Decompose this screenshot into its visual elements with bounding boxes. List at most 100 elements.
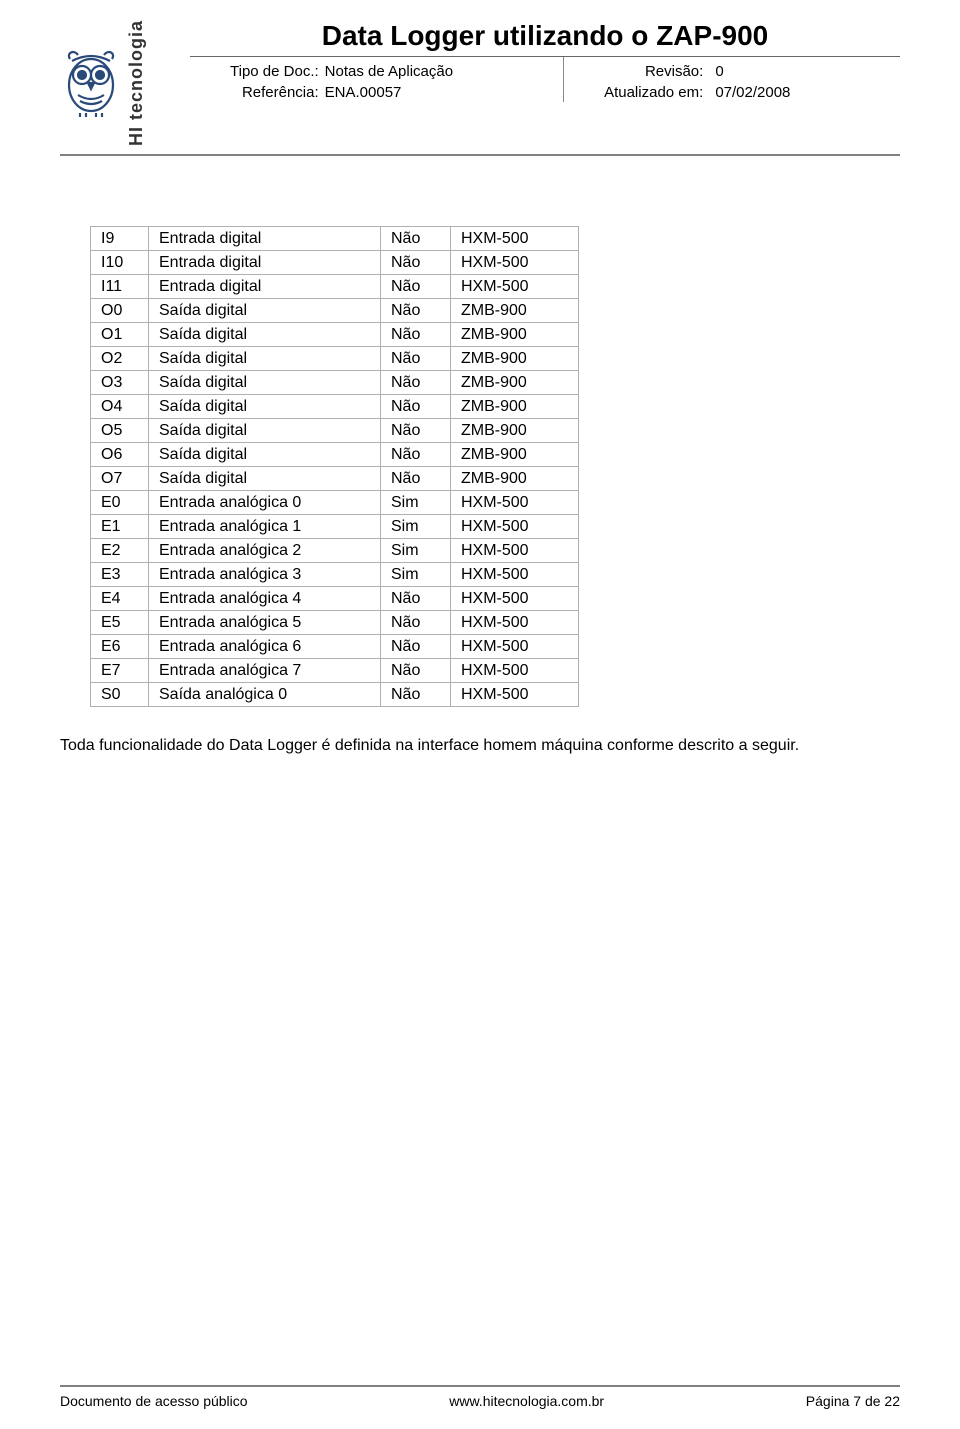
meta-divider — [563, 57, 564, 102]
table-cell: HXM-500 — [451, 491, 579, 515]
table-cell: HXM-500 — [451, 635, 579, 659]
table-cell: Saída digital — [149, 419, 381, 443]
table-cell: Não — [381, 419, 451, 443]
table-cell: ZMB-900 — [451, 443, 579, 467]
table-row: E6Entrada analógica 6NãoHXM-500 — [91, 635, 579, 659]
table-row: E5Entrada analógica 5NãoHXM-500 — [91, 611, 579, 635]
logo-block: HI tecnologia — [60, 20, 180, 146]
table-cell: Saída digital — [149, 467, 381, 491]
table-cell: E2 — [91, 539, 149, 563]
table-cell: E0 — [91, 491, 149, 515]
page: HI tecnologia Data Logger utilizando o Z… — [0, 0, 960, 1429]
table-cell: I10 — [91, 251, 149, 275]
table-cell: Entrada analógica 6 — [149, 635, 381, 659]
table-row: O5Saída digitalNãoZMB-900 — [91, 419, 579, 443]
ref-label: Referência: — [230, 84, 319, 103]
table-cell: Não — [381, 659, 451, 683]
table-row: E4Entrada analógica 4NãoHXM-500 — [91, 587, 579, 611]
table-cell: Não — [381, 467, 451, 491]
io-table: I9Entrada digitalNãoHXM-500I10Entrada di… — [90, 226, 579, 707]
table-cell: Entrada analógica 5 — [149, 611, 381, 635]
table-cell: O4 — [91, 395, 149, 419]
table-row: E2Entrada analógica 2SimHXM-500 — [91, 539, 579, 563]
table-cell: O5 — [91, 419, 149, 443]
table-row: O4Saída digitalNãoZMB-900 — [91, 395, 579, 419]
table-cell: HXM-500 — [451, 227, 579, 251]
table-cell: Entrada digital — [149, 227, 381, 251]
table-cell: Não — [381, 251, 451, 275]
table-cell: HXM-500 — [451, 539, 579, 563]
table-cell: ZMB-900 — [451, 323, 579, 347]
rev-label: Revisão: — [604, 63, 703, 82]
footer-center: www.hitecnologia.com.br — [449, 1393, 604, 1409]
table-cell: HXM-500 — [451, 275, 579, 299]
table-cell: HXM-500 — [451, 683, 579, 707]
table-cell: E3 — [91, 563, 149, 587]
table-cell: ZMB-900 — [451, 419, 579, 443]
table-cell: Saída digital — [149, 395, 381, 419]
table-cell: Entrada analógica 4 — [149, 587, 381, 611]
meta-row: Tipo de Doc.: Notas de Aplicação Referên… — [190, 63, 900, 102]
brand-text: HI tecnologia — [126, 20, 147, 146]
table-row: S0Saída analógica 0NãoHXM-500 — [91, 683, 579, 707]
footer-right: Página 7 de 22 — [806, 1393, 900, 1409]
table-cell: HXM-500 — [451, 659, 579, 683]
owl-logo-icon — [60, 47, 122, 119]
table-cell: Entrada analógica 1 — [149, 515, 381, 539]
table-row: I10Entrada digitalNãoHXM-500 — [91, 251, 579, 275]
table-row: O7Saída digitalNãoZMB-900 — [91, 467, 579, 491]
table-cell: Não — [381, 683, 451, 707]
footer-left: Documento de acesso público — [60, 1393, 248, 1409]
table-cell: HXM-500 — [451, 611, 579, 635]
table-cell: Entrada digital — [149, 251, 381, 275]
table-row: E0Entrada analógica 0SimHXM-500 — [91, 491, 579, 515]
table-row: I9Entrada digitalNãoHXM-500 — [91, 227, 579, 251]
table-cell: O1 — [91, 323, 149, 347]
table-cell: Entrada analógica 0 — [149, 491, 381, 515]
table-row: O1Saída digitalNãoZMB-900 — [91, 323, 579, 347]
table-cell: Sim — [381, 491, 451, 515]
rev-value: 0 — [715, 63, 790, 82]
updated-value: 07/02/2008 — [715, 84, 790, 103]
doc-type-label: Tipo de Doc.: — [230, 63, 319, 82]
table-cell: HXM-500 — [451, 515, 579, 539]
table-cell: Sim — [381, 539, 451, 563]
table-cell: Sim — [381, 515, 451, 539]
table-cell: HXM-500 — [451, 251, 579, 275]
table-cell: ZMB-900 — [451, 347, 579, 371]
table-cell: Não — [381, 275, 451, 299]
table-row: E1Entrada analógica 1SimHXM-500 — [91, 515, 579, 539]
table-cell: Saída analógica 0 — [149, 683, 381, 707]
table-cell: ZMB-900 — [451, 467, 579, 491]
ref-value: ENA.00057 — [325, 84, 453, 103]
updated-label: Atualizado em: — [604, 84, 703, 103]
table-cell: Saída digital — [149, 443, 381, 467]
table-row: I11Entrada digitalNãoHXM-500 — [91, 275, 579, 299]
table-cell: O0 — [91, 299, 149, 323]
table-row: O0Saída digitalNãoZMB-900 — [91, 299, 579, 323]
table-cell: E6 — [91, 635, 149, 659]
table-cell: Entrada analógica 2 — [149, 539, 381, 563]
table-cell: O6 — [91, 443, 149, 467]
table-row: E3Entrada analógica 3SimHXM-500 — [91, 563, 579, 587]
table-cell: Saída digital — [149, 323, 381, 347]
meta-right: Revisão: 0 Atualizado em: 07/02/2008 — [604, 63, 790, 102]
table-cell: O3 — [91, 371, 149, 395]
table-cell: Entrada analógica 7 — [149, 659, 381, 683]
content: I9Entrada digitalNãoHXM-500I10Entrada di… — [60, 156, 900, 757]
table-cell: E5 — [91, 611, 149, 635]
header-right: Data Logger utilizando o ZAP-900 Tipo de… — [180, 20, 900, 102]
footer: Documento de acesso público www.hitecnol… — [60, 1385, 900, 1409]
table-cell: I11 — [91, 275, 149, 299]
table-cell: Não — [381, 395, 451, 419]
table-cell: E4 — [91, 587, 149, 611]
table-cell: O2 — [91, 347, 149, 371]
table-cell: Não — [381, 587, 451, 611]
table-cell: Entrada digital — [149, 275, 381, 299]
table-row: E7Entrada analógica 7NãoHXM-500 — [91, 659, 579, 683]
title-rule — [190, 56, 900, 57]
table-cell: HXM-500 — [451, 587, 579, 611]
table-cell: E1 — [91, 515, 149, 539]
table-cell: ZMB-900 — [451, 395, 579, 419]
table-cell: Não — [381, 347, 451, 371]
